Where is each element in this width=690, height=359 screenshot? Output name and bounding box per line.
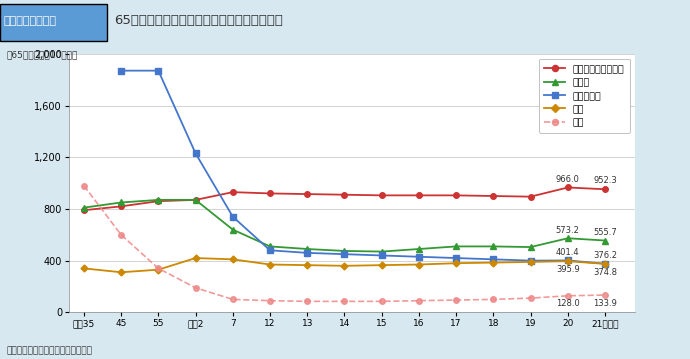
Text: 952.3: 952.3 (593, 176, 617, 185)
FancyBboxPatch shape (0, 4, 107, 41)
Text: 376.2: 376.2 (593, 251, 617, 260)
Text: 401.4: 401.4 (556, 248, 580, 257)
Text: 966.0: 966.0 (556, 174, 580, 183)
Legend: 悪性新生物（がん）, 心疾患, 脳血管疾患, 肺炎, 老衰: 悪性新生物（がん）, 心疾患, 脳血管疾患, 肺炎, 老衰 (539, 59, 630, 133)
Text: 図１－２－３－８: 図１－２－３－８ (3, 16, 57, 26)
Text: 555.7: 555.7 (593, 228, 617, 237)
Text: （65歳以上人口10万対）: （65歳以上人口10万対） (7, 50, 78, 59)
Text: 65歳以上の高齢者の主な死因別死亡率の推移: 65歳以上の高齢者の主な死因別死亡率の推移 (114, 14, 283, 27)
Text: 資料：厚生労働省「人口動態統計」: 資料：厚生労働省「人口動態統計」 (7, 346, 93, 355)
Text: 573.2: 573.2 (556, 225, 580, 235)
Text: 133.9: 133.9 (593, 299, 617, 308)
Text: 395.9: 395.9 (556, 265, 580, 274)
Text: 128.0: 128.0 (556, 299, 580, 308)
Text: 374.8: 374.8 (593, 267, 617, 276)
